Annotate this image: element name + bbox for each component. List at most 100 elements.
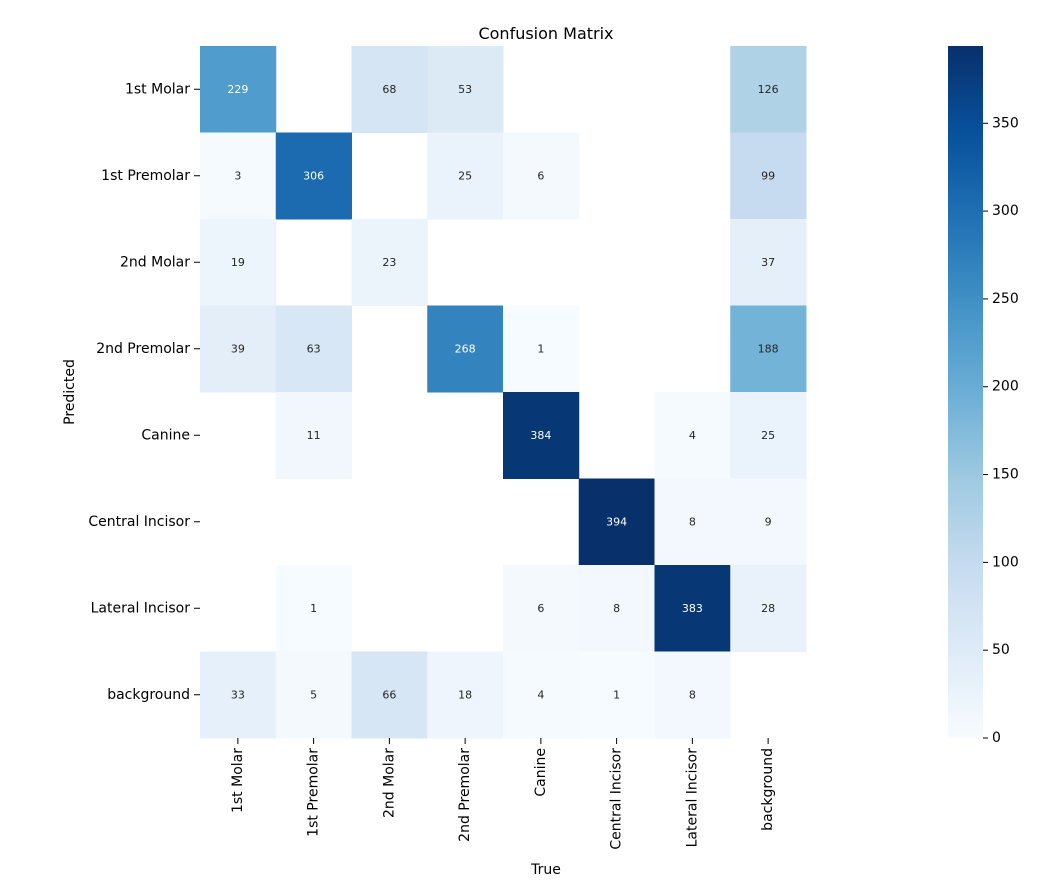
heatmap-cell	[503, 651, 580, 739]
cell-value-label: 39	[231, 342, 245, 355]
heatmap-cell	[503, 305, 580, 393]
cell-value-label: 1	[537, 342, 544, 355]
chart-title: Confusion Matrix	[478, 24, 613, 43]
colorbar-tick-label: 150	[992, 467, 1019, 483]
cell-value-label: 8	[689, 688, 696, 701]
heatmap-cell	[351, 651, 428, 739]
y-tick-label: Canine	[141, 427, 190, 443]
heatmap-cell	[654, 651, 731, 739]
heatmap-cell	[275, 132, 352, 220]
cell-value-label: 126	[758, 83, 779, 96]
cell-value-label: 8	[689, 515, 696, 528]
x-axis-label: True	[530, 862, 561, 878]
heatmap-cell	[730, 46, 807, 133]
cell-value-label: 25	[458, 169, 472, 182]
cell-value-label: 28	[761, 602, 775, 615]
y-tick-label: 1st Premolar	[101, 168, 190, 184]
heatmap-cell	[730, 219, 807, 306]
heatmap-cell	[427, 305, 504, 393]
heatmap-cell	[427, 46, 504, 133]
cell-value-label: 53	[458, 83, 472, 96]
cell-value-label: 6	[537, 602, 544, 615]
cell-value-label: 8	[613, 602, 620, 615]
heatmap-cell	[730, 565, 807, 652]
heatmap-cell	[427, 651, 504, 739]
heatmap-cell	[200, 132, 277, 220]
x-tick-label: 1st Molar	[230, 748, 246, 813]
heatmap-cell	[654, 565, 731, 652]
heatmap-cell	[275, 651, 352, 739]
cell-value-label: 3	[234, 169, 241, 182]
cell-value-label: 4	[537, 688, 544, 701]
cell-value-label: 66	[382, 688, 396, 701]
heatmap-cell	[578, 478, 655, 566]
x-tick-label: 1st Premolar	[306, 748, 322, 837]
cell-value-label: 5	[310, 688, 317, 701]
cell-value-label: 33	[231, 688, 245, 701]
heatmap-cell	[200, 651, 277, 739]
cell-value-label: 306	[303, 169, 324, 182]
y-tick-label: 2nd Molar	[120, 254, 190, 270]
heatmap-cell	[730, 305, 807, 393]
cell-value-label: 383	[682, 602, 703, 615]
heatmap-cell	[200, 46, 277, 133]
heatmap-cell	[654, 392, 731, 479]
x-tick-label: 2nd Premolar	[457, 748, 473, 842]
heatmap-cell	[578, 565, 655, 652]
colorbar-tick-label: 250	[992, 291, 1019, 307]
cell-value-label: 6	[537, 169, 544, 182]
cell-value-label: 99	[761, 169, 775, 182]
cell-value-label: 63	[307, 342, 321, 355]
heatmap-cell	[351, 46, 428, 133]
y-tick-label: background	[107, 687, 190, 703]
cell-value-label: 23	[382, 256, 396, 269]
heatmap-cell	[503, 132, 580, 220]
heatmap-cell	[200, 305, 277, 393]
heatmap-cell	[275, 392, 352, 479]
colorbar	[948, 46, 983, 738]
x-tick-label: Lateral Incisor	[684, 748, 700, 848]
x-tick-label: background	[760, 748, 776, 831]
cell-value-label: 19	[231, 256, 245, 269]
y-tick-label: Lateral Incisor	[91, 600, 191, 616]
colorbar-tick-label: 0	[992, 730, 1001, 746]
heatmap-cell	[730, 392, 807, 479]
x-tick-label: Central Incisor	[609, 748, 625, 850]
colorbar-tick-label: 100	[992, 554, 1019, 570]
heatmap-cells	[200, 46, 807, 739]
cell-value-label: 384	[530, 429, 551, 442]
cell-value-label: 9	[765, 515, 772, 528]
heatmap-cell	[427, 132, 504, 220]
x-tick-label: 2nd Molar	[381, 748, 397, 818]
cell-value-label: 229	[227, 83, 248, 96]
heatmap-cell	[275, 305, 352, 393]
y-axis-ticks: 1st Molar 1st Premolar 2nd Molar 2nd Premol…	[88, 81, 200, 703]
heatmap-cell	[200, 219, 277, 306]
colorbar-tick-label: 350	[992, 115, 1019, 131]
colorbar-tick-label: 50	[992, 642, 1010, 658]
heatmap-cell	[730, 132, 807, 220]
heatmap-cell	[351, 219, 428, 306]
colorbar-tick-label: 300	[992, 203, 1019, 219]
cell-value-label: 268	[455, 342, 476, 355]
cell-value-label: 25	[761, 429, 775, 442]
cell-value-label: 1	[613, 688, 620, 701]
y-tick-label: Central Incisor	[88, 514, 190, 530]
y-tick-label: 2nd Premolar	[96, 341, 190, 357]
heatmap-cell	[654, 478, 731, 566]
cell-value-label: 4	[689, 429, 696, 442]
cell-value-label: 1	[310, 602, 317, 615]
heatmap-cell	[275, 565, 352, 652]
colorbar-tick-label: 200	[992, 379, 1019, 395]
cell-value-label: 188	[758, 342, 779, 355]
heatmap-cell	[578, 651, 655, 739]
cell-value-label: 37	[761, 256, 775, 269]
cell-value-label: 11	[307, 429, 321, 442]
x-axis-ticks: 1st Molar 1st Premolar 2nd Molar 2nd Premol…	[230, 738, 776, 850]
y-tick-label: 1st Molar	[125, 81, 190, 97]
cell-value-label: 68	[382, 83, 396, 96]
heatmap-cell	[503, 392, 580, 479]
heatmap-cell	[503, 565, 580, 652]
